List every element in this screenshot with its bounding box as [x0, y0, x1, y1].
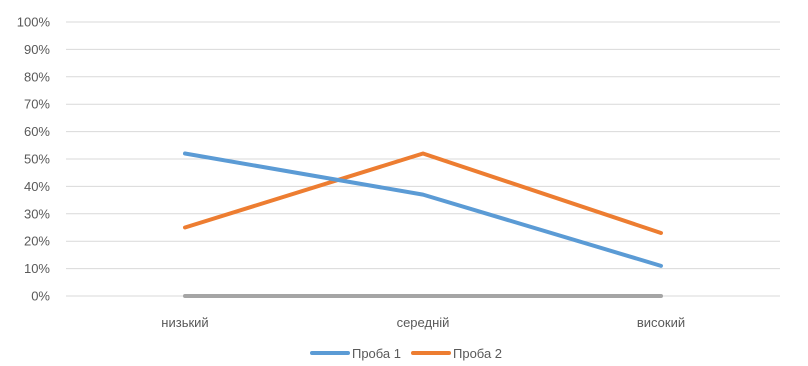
series-lines	[183, 151, 663, 298]
y-tick-label: 0%	[31, 289, 50, 304]
line-chart: 0% 10% 20% 30% 40% 50% 60% 70% 80% 90% 100% низьки…	[17, 15, 780, 330]
y-tick-label: 30%	[24, 206, 50, 221]
y-tick-label: 80%	[24, 69, 50, 84]
y-tick-label: 50%	[24, 152, 50, 167]
series-line-2	[183, 151, 663, 235]
legend-swatch-series-1	[309, 351, 350, 355]
y-tick-label: 40%	[24, 179, 50, 194]
legend-swatch-series-2	[411, 351, 451, 355]
series-line-1	[183, 151, 663, 268]
y-tick-label: 60%	[24, 124, 50, 139]
legend-label-series-2: Проба 2	[453, 345, 503, 361]
y-axis-ticks: 0% 10% 20% 30% 40% 50% 60% 70% 80% 90% 100%	[17, 15, 51, 304]
y-tick-label: 100%	[17, 15, 51, 30]
gridlines	[66, 21, 780, 297]
x-axis-ticks: низький середній високий	[161, 315, 685, 330]
y-tick-label: 20%	[24, 234, 50, 249]
x-tick-label: низький	[161, 315, 208, 330]
x-tick-label: високий	[637, 315, 685, 330]
legend-item-series-2: Проба 2	[411, 346, 502, 361]
legend-item-series-1: Проба 1	[309, 345, 401, 361]
x-tick-label: середній	[397, 315, 450, 330]
y-tick-label: 70%	[24, 97, 50, 112]
legend-label-series-1: Проба 1	[351, 345, 401, 361]
y-tick-label: 90%	[24, 42, 50, 57]
legend: Проба 1 Проба 2	[0, 342, 808, 364]
y-tick-label: 10%	[24, 261, 50, 276]
